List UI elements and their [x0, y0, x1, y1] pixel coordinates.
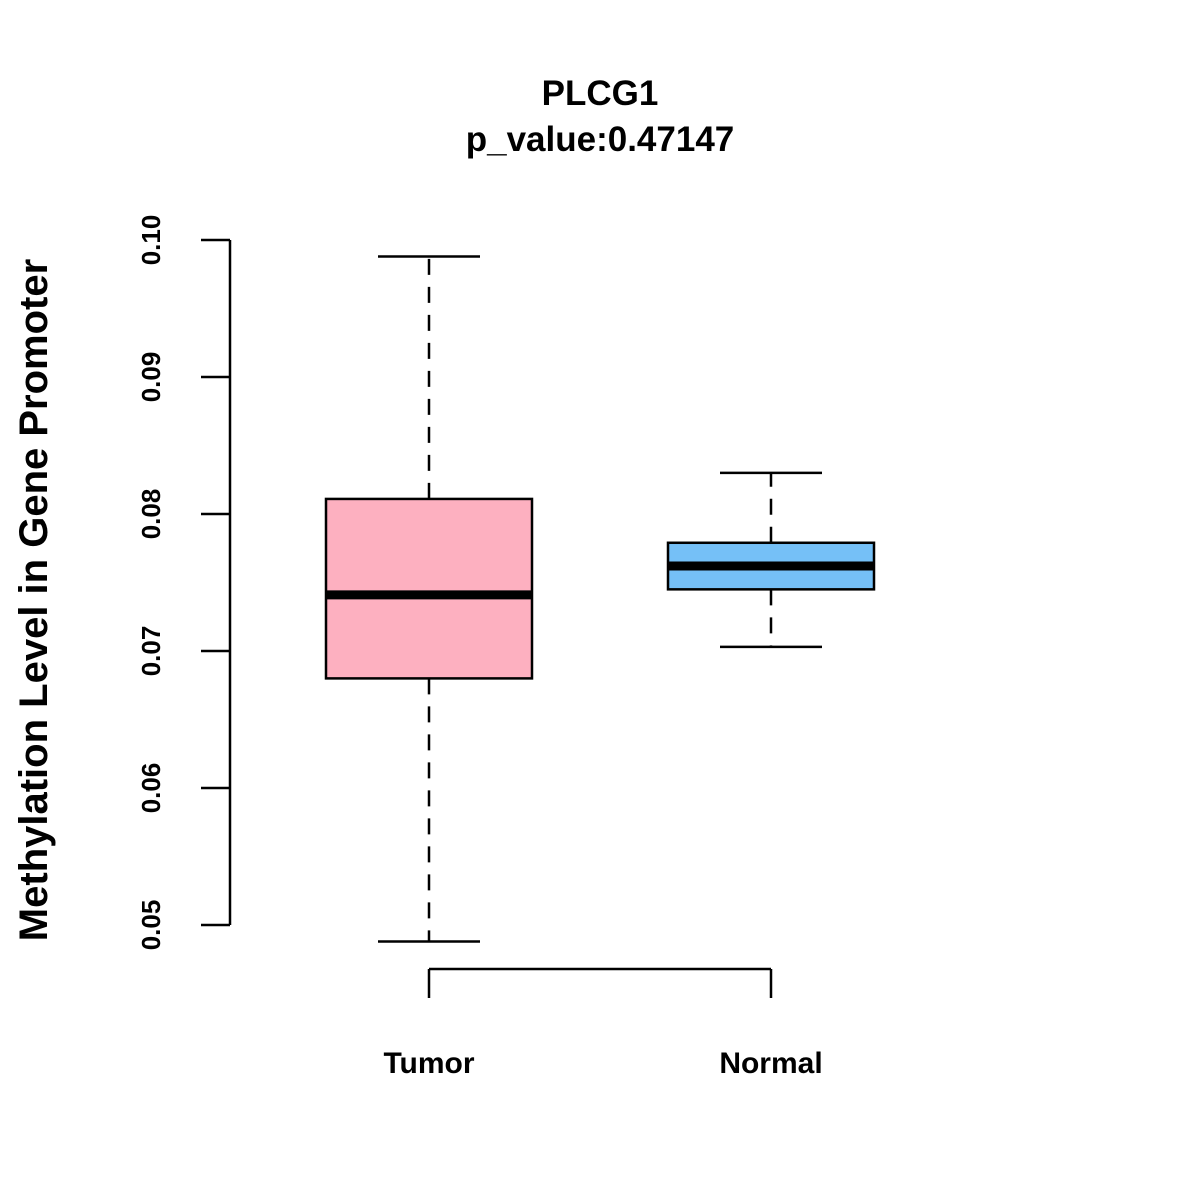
y-tick-label: 0.08 [136, 489, 166, 540]
y-axis: 0.05 0.06 0.07 0.08 0.09 0.10 [136, 215, 232, 951]
y-tick-label: 0.05 [136, 900, 166, 951]
y-tick-label: 0.09 [136, 352, 166, 403]
x-tick-label-normal: Normal [719, 1047, 822, 1080]
box-normal [666, 471, 876, 649]
iqr-box [324, 497, 534, 680]
boxes [324, 255, 876, 943]
x-axis: Tumor Normal [383, 967, 823, 1080]
chart-title: PLCG1 [542, 74, 659, 113]
box-tumor [324, 255, 534, 943]
y-tick-label: 0.07 [136, 626, 166, 677]
chart-subtitle: p_value:0.47147 [466, 120, 735, 159]
y-tick-label: 0.10 [136, 215, 166, 266]
y-tick-label: 0.06 [136, 763, 166, 814]
x-tick-label-tumor: Tumor [383, 1047, 474, 1080]
y-axis-label: Methylation Level in Gene Promoter [12, 259, 56, 941]
